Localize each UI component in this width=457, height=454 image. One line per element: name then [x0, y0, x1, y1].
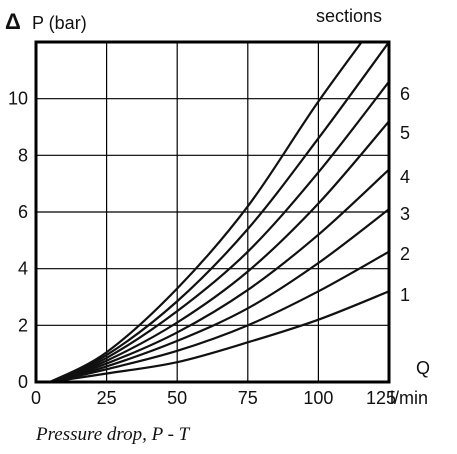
series-label-2: 2	[400, 244, 410, 264]
series-label-3: 3	[400, 204, 410, 224]
series-line-1	[49, 290, 389, 382]
chart-labels: Δ P (bar) sections 1 2 3 4 5 6 Ql/min	[5, 6, 430, 408]
series-label-4: 4	[400, 167, 410, 187]
tick-labels: 0 25 50 75 100 125 0 2 4 6 8 10	[8, 89, 396, 408]
series-lines	[49, 42, 389, 382]
series-line-4	[49, 168, 389, 382]
figure-caption: Pressure drop, P - T	[36, 424, 190, 445]
series-label-5: 5	[400, 123, 410, 143]
series-line-2	[49, 250, 389, 382]
x-axis-unit: l/min	[390, 388, 428, 408]
series-line-7	[49, 42, 389, 382]
plot-frame	[34, 40, 391, 384]
x-tick-label: 125	[366, 388, 396, 408]
y-tick-label: 10	[8, 89, 28, 109]
y-tick-label: 8	[18, 145, 28, 165]
series-line-5	[49, 120, 389, 382]
x-tick-label: 0	[31, 388, 41, 408]
grid	[36, 41, 389, 382]
x-axis-name: Q	[416, 358, 430, 378]
series-line-3	[49, 208, 389, 382]
x-tick-label: 100	[303, 388, 333, 408]
y-tick-label: 0	[18, 372, 28, 392]
delta-icon: Δ	[5, 9, 21, 34]
legend-title: sections	[316, 6, 382, 26]
y-axis-title: P (bar)	[32, 13, 87, 33]
series-line-6	[49, 80, 389, 382]
series-label-6: 6	[400, 84, 410, 104]
series-line-8	[49, 42, 364, 382]
pressure-drop-chart: 0 25 50 75 100 125 0 2 4 6 8 10 Δ P (bar) sections 1 2 3…	[5, 6, 430, 408]
x-tick-label: 50	[167, 388, 187, 408]
x-tick-label: 25	[97, 388, 117, 408]
series-label-1: 1	[400, 285, 410, 305]
y-tick-label: 6	[18, 202, 28, 222]
y-tick-label: 4	[18, 259, 28, 279]
x-tick-label: 75	[238, 388, 258, 408]
y-tick-label: 2	[18, 315, 28, 335]
